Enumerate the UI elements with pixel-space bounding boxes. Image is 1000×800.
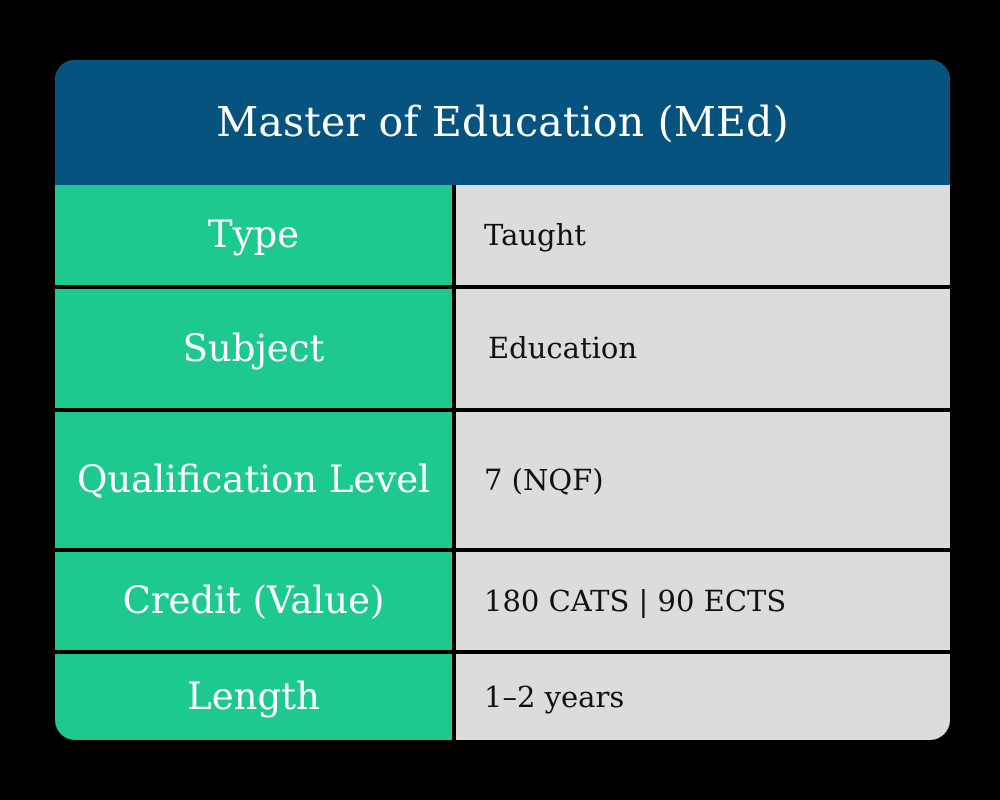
row-label-subject: Subject (55, 289, 452, 408)
label-text: Type (207, 213, 300, 257)
value-text: 7 (NQF) (484, 462, 604, 497)
table-row: Qualification Level 7 (NQF) (55, 412, 950, 548)
qualification-info-card: Master of Education (MEd) Type Taught Su… (55, 60, 950, 740)
card-header: Master of Education (MEd) (55, 60, 950, 185)
value-text: Taught (484, 217, 586, 252)
label-text: Credit (Value) (122, 579, 385, 623)
row-value-length: 1–2 years (456, 654, 950, 740)
row-value-qualification-level: 7 (NQF) (456, 412, 950, 548)
label-text: Qualification Level (76, 458, 431, 502)
row-value-credit-value: 180 CATS | 90 ECTS (456, 552, 950, 650)
qualification-details-table: Type Taught Subject Education Qualificat… (55, 185, 950, 740)
row-value-type: Taught (456, 185, 950, 285)
row-label-length: Length (55, 654, 452, 740)
value-text: 1–2 years (484, 679, 625, 714)
table-row: Subject Education (55, 289, 950, 408)
row-label-credit-value: Credit (Value) (55, 552, 452, 650)
page-title: Master of Education (MEd) (216, 97, 789, 146)
row-label-type: Type (55, 185, 452, 285)
label-text: Length (187, 675, 320, 719)
table-row: Length 1–2 years (55, 654, 950, 740)
value-text: 180 CATS | 90 ECTS (484, 583, 787, 618)
table-row: Type Taught (55, 185, 950, 285)
row-value-subject: Education (456, 289, 950, 408)
label-text: Subject (182, 326, 325, 370)
value-text: Education (488, 331, 638, 366)
row-label-qualification-level: Qualification Level (55, 412, 452, 548)
table-row: Credit (Value) 180 CATS | 90 ECTS (55, 552, 950, 650)
